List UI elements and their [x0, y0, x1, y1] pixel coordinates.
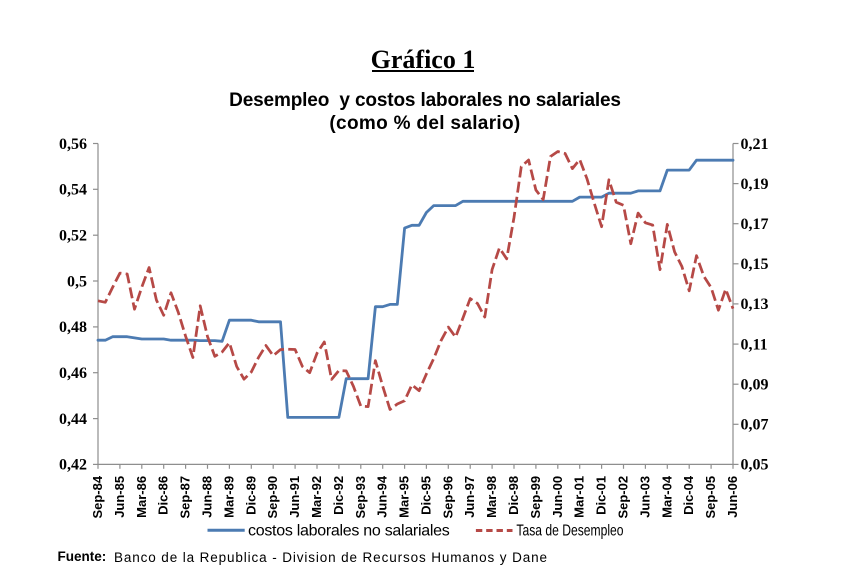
svg-text:0,13: 0,13: [741, 296, 769, 313]
svg-text:Mar-04: Mar-04: [659, 475, 674, 518]
svg-text:Sep-87: Sep-87: [178, 476, 193, 519]
svg-text:Tasa de Desempleo: Tasa de Desempleo: [516, 522, 623, 540]
svg-text:Dic-04: Dic-04: [681, 475, 696, 515]
svg-text:Jun-00: Jun-00: [550, 476, 565, 518]
svg-text:Mar-98: Mar-98: [484, 476, 499, 518]
svg-text:Sep-93: Sep-93: [353, 476, 368, 519]
svg-text:Jun-97: Jun-97: [462, 476, 477, 518]
svg-text:Mar-92: Mar-92: [309, 476, 324, 518]
svg-text:0,07: 0,07: [741, 417, 769, 434]
svg-text:0,5: 0,5: [67, 273, 87, 290]
svg-text:Sep-90: Sep-90: [265, 476, 280, 519]
svg-text:0,54: 0,54: [59, 182, 87, 199]
svg-text:Dic-86: Dic-86: [156, 476, 171, 515]
svg-text:Jun-85: Jun-85: [112, 476, 127, 518]
svg-text:0,05: 0,05: [741, 457, 769, 474]
svg-text:0,46: 0,46: [59, 365, 87, 382]
svg-text:0,09: 0,09: [741, 377, 769, 394]
svg-text:Dic-98: Dic-98: [506, 476, 521, 515]
svg-text:Jun-94: Jun-94: [375, 475, 390, 518]
svg-text:Jun-88: Jun-88: [200, 476, 215, 518]
svg-text:Sep-96: Sep-96: [440, 476, 455, 519]
svg-text:Sep-99: Sep-99: [528, 476, 543, 519]
svg-text:0,19: 0,19: [741, 176, 769, 193]
svg-text:Mar-86: Mar-86: [134, 476, 149, 518]
svg-text:0,11: 0,11: [741, 336, 768, 353]
svg-text:Dic-92: Dic-92: [331, 476, 346, 515]
svg-text:0,15: 0,15: [741, 256, 769, 273]
svg-text:Dic-89: Dic-89: [243, 476, 258, 515]
svg-text:Mar-95: Mar-95: [397, 476, 412, 518]
svg-text:Sep-84: Sep-84: [90, 475, 105, 518]
svg-text:0,48: 0,48: [59, 319, 87, 336]
svg-text:0,44: 0,44: [59, 411, 87, 428]
svg-text:0,42: 0,42: [59, 457, 87, 474]
svg-text:Jun-91: Jun-91: [287, 476, 302, 518]
svg-text:Jun-06: Jun-06: [725, 476, 740, 518]
svg-text:Mar-01: Mar-01: [572, 476, 587, 518]
svg-text:costos laborales no salariales: costos laborales no salariales: [248, 522, 450, 539]
svg-text:0,17: 0,17: [741, 216, 769, 233]
svg-text:Dic-01: Dic-01: [594, 476, 609, 515]
svg-text:0,52: 0,52: [59, 228, 87, 245]
svg-text:Jun-03: Jun-03: [637, 476, 652, 518]
svg-text:0,21: 0,21: [741, 136, 769, 153]
svg-text:Mar-89: Mar-89: [221, 476, 236, 518]
svg-text:Sep-02: Sep-02: [616, 476, 631, 519]
svg-text:0,56: 0,56: [59, 136, 87, 153]
svg-text:Dic-95: Dic-95: [418, 476, 433, 515]
svg-text:Sep-05: Sep-05: [703, 476, 718, 519]
